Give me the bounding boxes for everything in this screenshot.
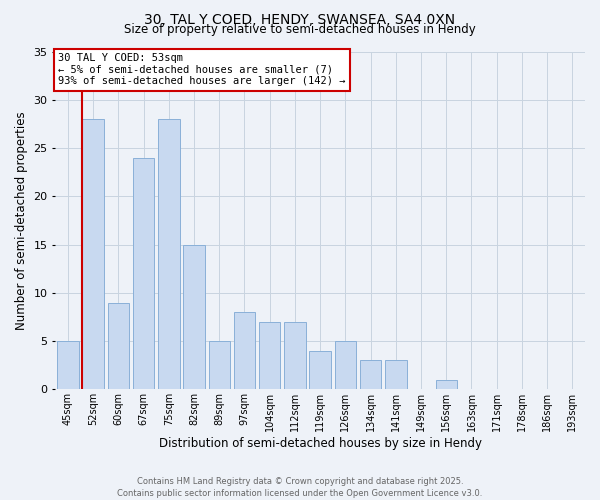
- Bar: [107, 302, 129, 390]
- Bar: [158, 119, 179, 390]
- Text: 30 TAL Y COED: 53sqm
← 5% of semi-detached houses are smaller (7)
93% of semi-de: 30 TAL Y COED: 53sqm ← 5% of semi-detach…: [58, 53, 346, 86]
- Bar: [184, 244, 205, 390]
- Bar: [57, 341, 79, 390]
- Bar: [360, 360, 382, 390]
- Bar: [335, 341, 356, 390]
- Y-axis label: Number of semi-detached properties: Number of semi-detached properties: [15, 111, 28, 330]
- Bar: [234, 312, 255, 390]
- Bar: [82, 119, 104, 390]
- Bar: [133, 158, 154, 390]
- Text: 30, TAL Y COED, HENDY, SWANSEA, SA4 0XN: 30, TAL Y COED, HENDY, SWANSEA, SA4 0XN: [145, 12, 455, 26]
- X-axis label: Distribution of semi-detached houses by size in Hendy: Distribution of semi-detached houses by …: [158, 437, 482, 450]
- Bar: [385, 360, 407, 390]
- Bar: [436, 380, 457, 390]
- Text: Contains HM Land Registry data © Crown copyright and database right 2025.
Contai: Contains HM Land Registry data © Crown c…: [118, 476, 482, 498]
- Bar: [259, 322, 280, 390]
- Bar: [284, 322, 305, 390]
- Bar: [310, 351, 331, 390]
- Text: Size of property relative to semi-detached houses in Hendy: Size of property relative to semi-detach…: [124, 22, 476, 36]
- Bar: [209, 341, 230, 390]
